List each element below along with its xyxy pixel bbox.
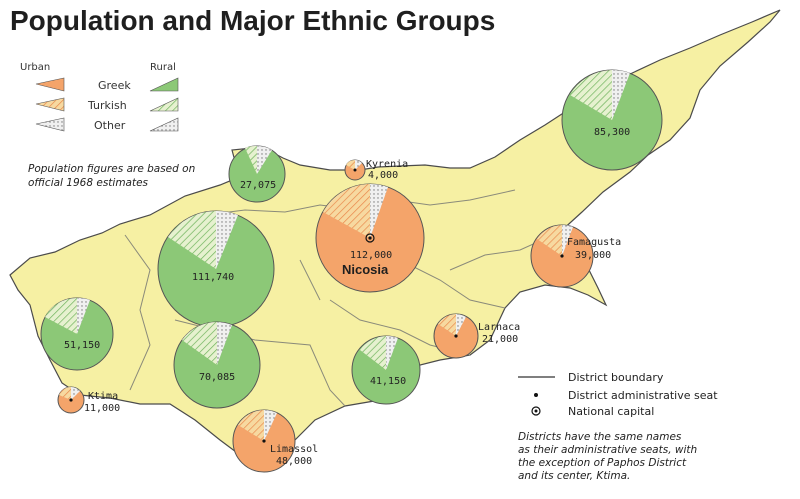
famagusta-city-pie: [530, 224, 594, 288]
limassol-district-pie: [173, 321, 261, 409]
famagusta-district-population: 85,300: [594, 127, 630, 138]
footnote-line-4: and its center, Ktima.: [518, 470, 630, 482]
legend-urban-other-swatch: [35, 117, 65, 132]
nicosia-capital-label: Nicosia: [342, 262, 389, 277]
nicosia-district-population: 111,740: [192, 272, 234, 283]
nicosia-city-population: 112,000: [350, 250, 392, 261]
kyrenia-city-population: 4,000: [368, 170, 398, 181]
national-capital-symbol: [531, 406, 541, 416]
district-boundary-label: District boundary: [568, 371, 664, 384]
larnaca-district-pie: [351, 335, 421, 405]
footnote-line-1: Districts have the same names: [518, 431, 682, 443]
ktima-city-population: 11,000: [84, 403, 120, 414]
limassol-city-pie: [232, 409, 296, 473]
legend-other-label: Other: [94, 119, 126, 132]
ktima-city-label: Ktima: [88, 391, 118, 402]
legend-rural-other-swatch: [149, 117, 179, 132]
admin-seat-symbol: [534, 393, 538, 397]
legend-urban-greek-swatch: [35, 77, 65, 92]
kyrenia-district-pie: [228, 145, 286, 203]
limassol-city-label: Limassol: [270, 444, 318, 455]
kyrenia-city-pie: [344, 159, 366, 181]
kyrenia-city-label: Kyrenia: [366, 159, 408, 170]
population-note-line-1: Population figures are based on: [28, 163, 195, 175]
paphos-district-pie: [40, 297, 114, 371]
legend-rural-greek-swatch: [149, 77, 179, 92]
footnote-line-3: the exception of Paphos District: [518, 457, 687, 469]
legend-urban-heading: Urban: [20, 62, 50, 73]
legend: Urban Rural Greek Turkish Other: [20, 62, 179, 132]
ktima-city-pie: [57, 386, 85, 414]
nicosia-district-pie: [157, 210, 275, 328]
legend-urban-turkish-swatch: [35, 97, 65, 112]
map-title: Population and Major Ethnic Groups: [10, 5, 495, 36]
legend-greek-label: Greek: [98, 79, 131, 92]
famagusta-district-pie: [561, 69, 663, 171]
legend-turkish-label: Turkish: [87, 99, 127, 112]
limassol-district-population: 70,085: [199, 372, 235, 383]
paphos-district-population: 51,150: [64, 340, 100, 351]
footnote-line-2: as their administrative seats, with: [518, 444, 697, 456]
nicosia-city-pie: [315, 183, 425, 293]
larnaca-city-pie: [433, 313, 479, 359]
national-capital-label: National capital: [568, 405, 654, 418]
larnaca-city-label: Larnaca: [478, 322, 520, 333]
larnaca-district-population: 41,150: [370, 376, 406, 387]
legend-rural-turkish-swatch: [149, 97, 179, 112]
famagusta-city-label: Famagusta: [567, 237, 621, 248]
map-key: District boundary District administrativ…: [518, 371, 718, 418]
limassol-city-population: 48,000: [276, 456, 312, 467]
larnaca-city-population: 21,000: [482, 334, 518, 345]
famagusta-city-population: 39,000: [575, 250, 611, 261]
kyrenia-district-population: 27,075: [240, 180, 276, 191]
admin-seat-label: District administrative seat: [568, 389, 718, 402]
legend-rural-heading: Rural: [150, 62, 176, 73]
population-note-line-2: official 1968 estimates: [28, 177, 149, 189]
